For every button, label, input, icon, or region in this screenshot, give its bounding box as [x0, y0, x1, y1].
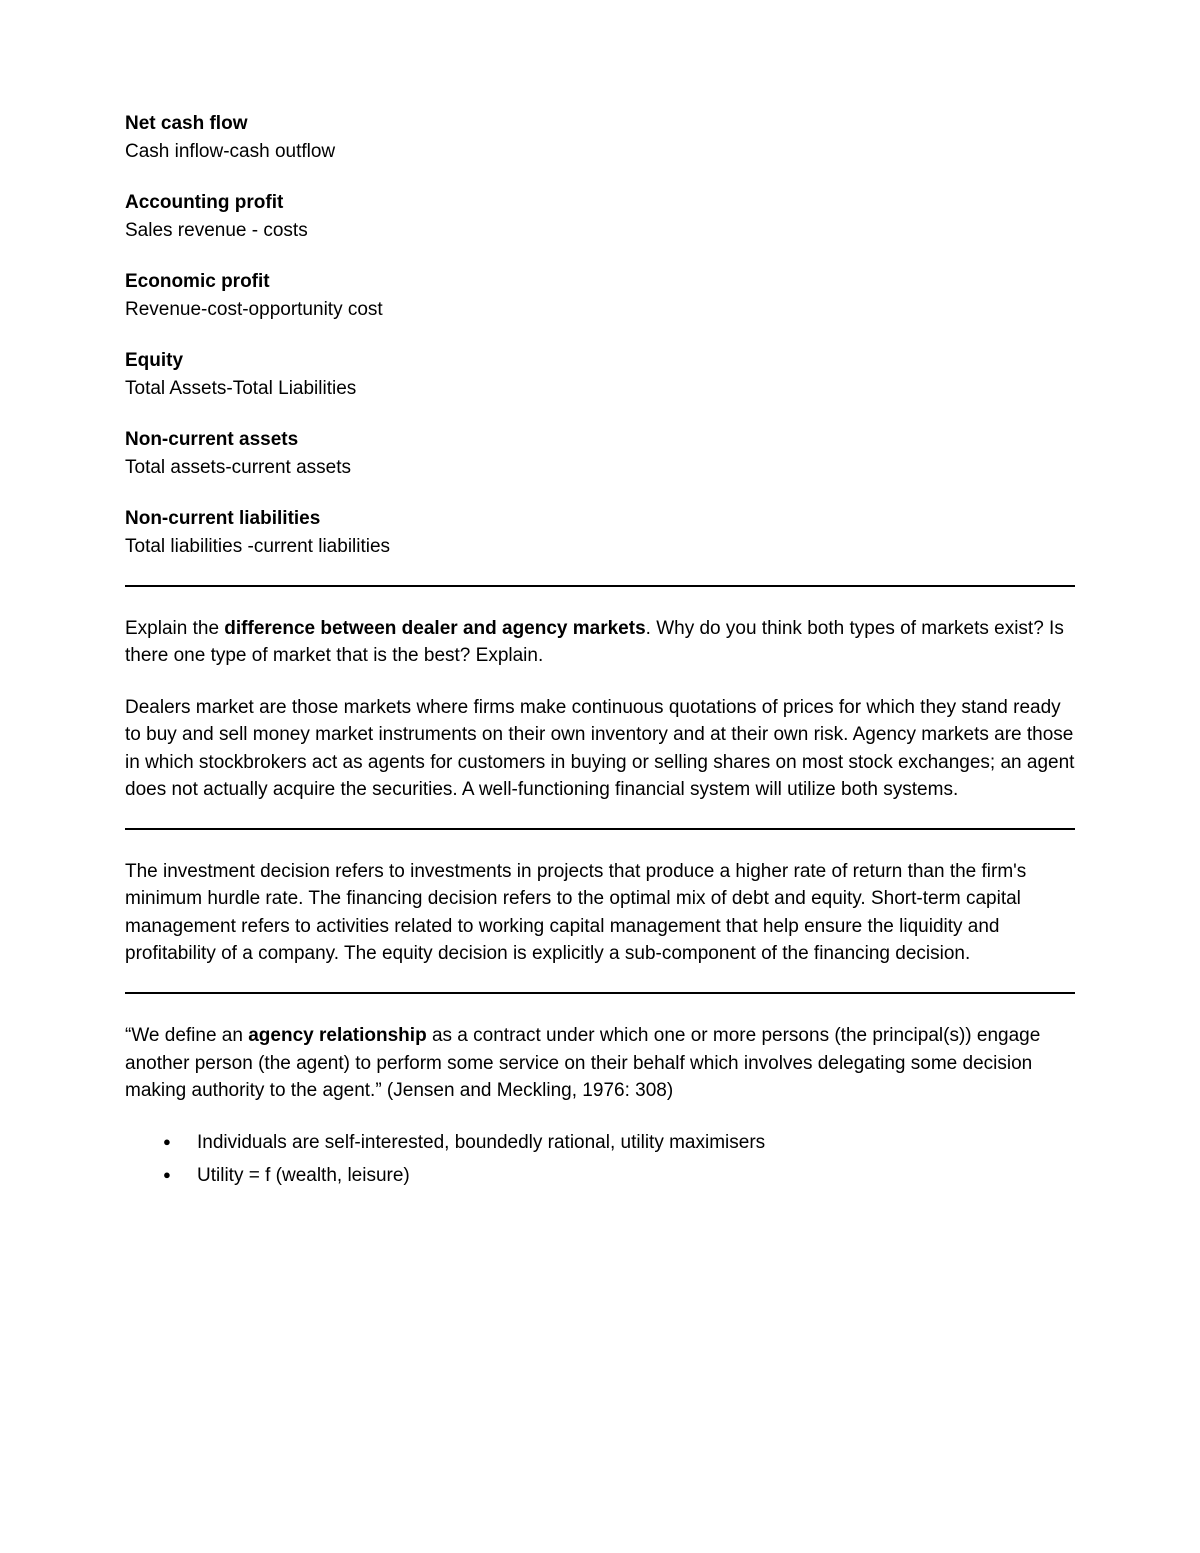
term-description: Sales revenue - costs: [125, 217, 1075, 245]
agency-bullet-list: Individuals are self-interested, bounded…: [125, 1129, 1075, 1190]
term-label: Non-current liabilities: [125, 505, 1075, 533]
section-divider: [125, 585, 1075, 587]
investment-decision-text: The investment decision refers to invest…: [125, 858, 1075, 968]
quote-text-bold: agency relationship: [248, 1025, 426, 1046]
term-description: Total assets-current assets: [125, 454, 1075, 482]
term-description: Total liabilities -current liabilities: [125, 533, 1075, 561]
question-dealer-agency: Explain the difference between dealer an…: [125, 615, 1075, 670]
term-label: Non-current assets: [125, 426, 1075, 454]
term-label: Net cash flow: [125, 110, 1075, 138]
list-item: Utility = f (wealth, leisure): [125, 1162, 1075, 1190]
term-description: Revenue-cost-opportunity cost: [125, 296, 1075, 324]
definition-net-cash-flow: Net cash flow Cash inflow-cash outflow: [125, 110, 1075, 165]
term-label: Accounting profit: [125, 189, 1075, 217]
answer-dealer-agency: Dealers market are those markets where f…: [125, 694, 1075, 804]
term-description: Total Assets-Total Liabilities: [125, 375, 1075, 403]
term-description: Cash inflow-cash outflow: [125, 138, 1075, 166]
question-text-before: Explain the: [125, 618, 224, 639]
definition-accounting-profit: Accounting profit Sales revenue - costs: [125, 189, 1075, 244]
definition-economic-profit: Economic profit Revenue-cost-opportunity…: [125, 268, 1075, 323]
question-text-bold: difference between dealer and agency mar…: [224, 618, 645, 639]
section-divider: [125, 992, 1075, 994]
list-item: Individuals are self-interested, bounded…: [125, 1129, 1075, 1157]
term-label: Economic profit: [125, 268, 1075, 296]
quote-text-before: “We define an: [125, 1025, 248, 1046]
agency-relationship-quote: “We define an agency relationship as a c…: [125, 1022, 1075, 1105]
definition-equity: Equity Total Assets-Total Liabilities: [125, 347, 1075, 402]
term-label: Equity: [125, 347, 1075, 375]
definition-non-current-assets: Non-current assets Total assets-current …: [125, 426, 1075, 481]
definition-non-current-liabilities: Non-current liabilities Total liabilitie…: [125, 505, 1075, 560]
section-divider: [125, 828, 1075, 830]
